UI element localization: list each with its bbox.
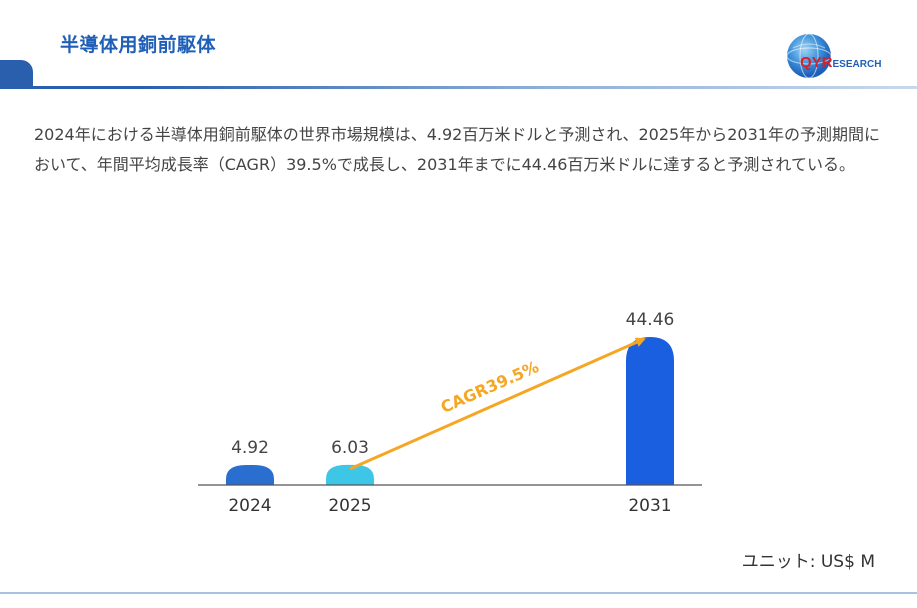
category-label-2031: 2031 (628, 496, 671, 516)
header-divider (0, 86, 917, 89)
globe-icon (786, 33, 832, 79)
header-tab-decoration (0, 60, 33, 86)
value-label-2024: 4.92 (231, 438, 269, 458)
value-label-2031: 44.46 (626, 310, 675, 330)
category-label-2025: 2025 (328, 496, 371, 516)
bar-2025 (326, 464, 374, 485)
page-title: 半導体用銅前駆体 (60, 34, 217, 56)
logo-qyr-text: QYR (800, 54, 833, 71)
category-label-2024: 2024 (228, 496, 271, 516)
bar-2031 (626, 337, 674, 485)
logo-research-text: ESEARCH (832, 59, 882, 70)
unit-label: ユニット: US$ M (741, 552, 875, 572)
market-description: 2024年における半導体用銅前駆体の世界市場規模は、4.92百万米ドルと予測され… (34, 125, 880, 174)
cagr-arrow (349, 337, 646, 471)
bar-2024 (226, 465, 274, 485)
value-label-2025: 6.03 (331, 438, 369, 458)
qyresearch-logo: QYRESEARCH (785, 32, 895, 80)
footer-divider (0, 592, 917, 594)
